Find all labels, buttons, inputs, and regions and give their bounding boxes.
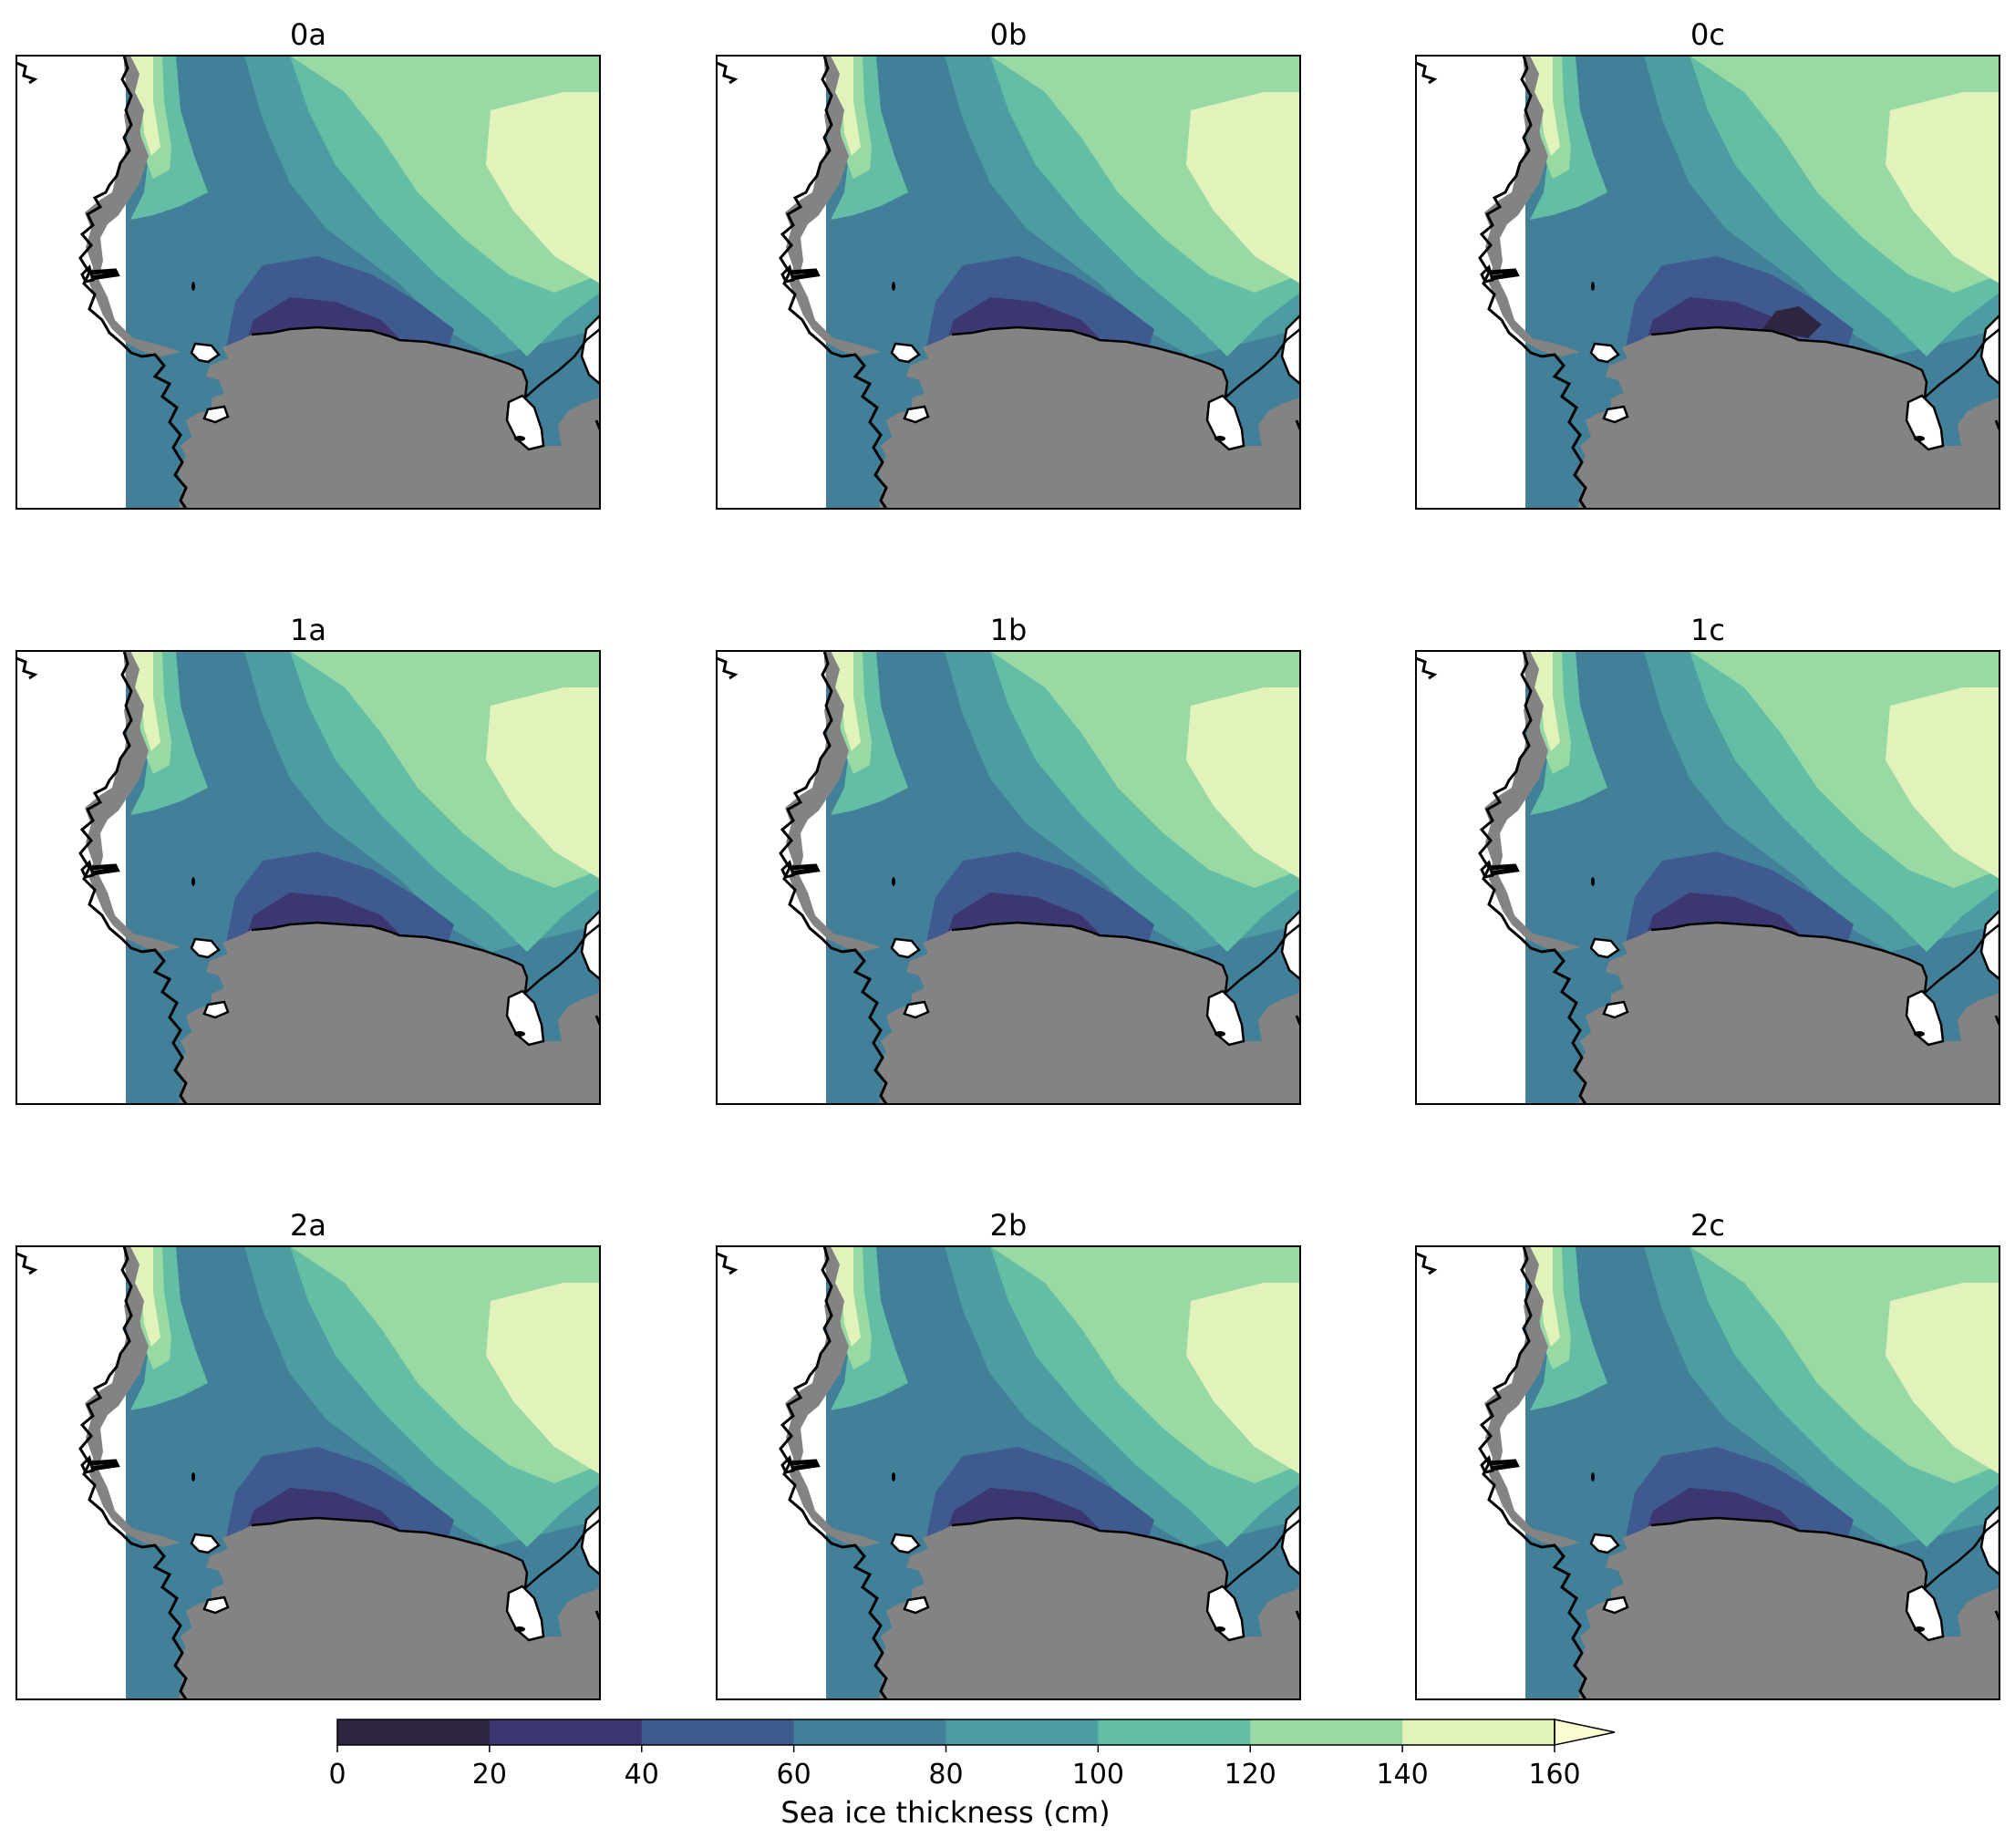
panel-frame (716, 1245, 1301, 1700)
thickness-band (545, 1347, 600, 1474)
panel-title: 1b (990, 613, 1028, 647)
map-panel: 1b (716, 613, 1301, 1105)
colorbar-tick-label: 40 (625, 1759, 659, 1791)
panel-title: 2b (990, 1208, 1028, 1243)
colorbar-segment (793, 1719, 946, 1745)
map-panel: 1c (1415, 613, 2000, 1105)
colorbar-segment (337, 1719, 491, 1745)
panel-frame (716, 650, 1301, 1105)
panel-title: 2a (290, 1208, 326, 1243)
thickness-band (1945, 1347, 2000, 1474)
colorbar-tick-label: 20 (472, 1759, 507, 1791)
panel-title: 0c (1690, 17, 1725, 52)
panel-frame (1415, 55, 2000, 510)
colorbar-segment (946, 1719, 1099, 1745)
colorbar-tick-label: 100 (1072, 1759, 1124, 1791)
map-panel: 2c (1415, 1208, 2000, 1700)
colorbar-segment (1402, 1719, 1555, 1745)
colorbar-tick-label: 120 (1224, 1759, 1276, 1791)
thickness-band (1762, 306, 1822, 338)
colorbar-tick-label: 160 (1528, 1759, 1580, 1791)
panel-frame (16, 650, 601, 1105)
colorbar-segment (1098, 1719, 1251, 1745)
panel-frame (1415, 650, 2000, 1105)
map-panel: 0b (716, 17, 1301, 510)
panel-frame (16, 55, 601, 510)
colorbar-tick-label: 0 (328, 1759, 346, 1791)
colorbar-segment (641, 1719, 795, 1745)
panel-frame (716, 55, 1301, 510)
map-panel: 0a (16, 17, 601, 510)
colorbar-segment (489, 1719, 643, 1745)
thickness-band (545, 156, 600, 284)
colorbar-extend-arrow (1554, 1719, 1616, 1746)
panel-title: 2c (1690, 1208, 1725, 1243)
panel-frame (1415, 1245, 2000, 1700)
panel-frame (16, 1245, 601, 1700)
thickness-band (1186, 92, 1300, 284)
colorbar: 0 20 40 60 80 100 120 140 160 Sea ice thickness (… (328, 1719, 1616, 1830)
thickness-band (545, 751, 600, 879)
colorbar-tick-label: 80 (928, 1759, 963, 1791)
colorbar-tick-label: 60 (777, 1759, 811, 1791)
colorbar-segment (1250, 1719, 1403, 1745)
map-panel: 1a (16, 613, 601, 1105)
panel-title: 1c (1690, 613, 1725, 647)
panels-layer: 0a 0b 0c 1a 1b 1c 2a 2b 2c (16, 17, 2000, 1700)
map-panel: 0c (1415, 17, 2000, 510)
thickness-band (1245, 1347, 1300, 1474)
colorbar-tick-label: 140 (1376, 1759, 1428, 1791)
map-panel: 2a (16, 1208, 601, 1700)
panel-title: 1a (290, 613, 326, 647)
panel-title: 0a (290, 17, 326, 52)
thickness-band (1886, 92, 2000, 284)
thickness-band (1886, 687, 2000, 879)
colorbar-label: Sea ice thickness (cm) (780, 1795, 1110, 1830)
thickness-band (1186, 687, 1300, 879)
map-panel: 2b (716, 1208, 1301, 1700)
panel-title: 0b (990, 17, 1028, 52)
